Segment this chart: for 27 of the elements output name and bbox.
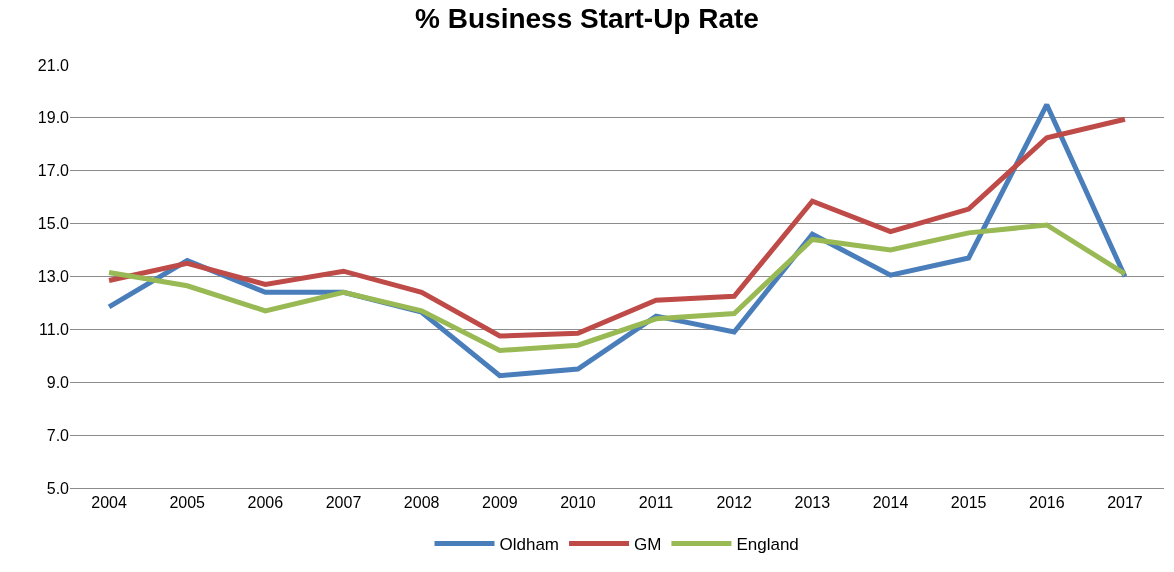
legend-label: GM: [634, 535, 662, 555]
y-tick-label: 5.0: [46, 479, 70, 497]
x-tick-label: 2009: [481, 494, 518, 512]
y-tick-label: 17.0: [37, 162, 70, 180]
y-tick-label: 13.0: [37, 268, 70, 286]
y-tick-label: 11.0: [39, 320, 70, 338]
x-tick-label: 2013: [794, 494, 831, 512]
chart-title: % Business Start-Up Rate: [415, 3, 759, 35]
x-tick-label: 2005: [169, 494, 206, 512]
x-tick-label: 2016: [1028, 494, 1065, 512]
x-tick-label: 2011: [638, 494, 674, 512]
y-tick-label: 7.0: [46, 426, 70, 444]
legend-label: England: [736, 535, 799, 555]
y-tick-label: 9.0: [46, 373, 70, 391]
x-tick-label: 2010: [560, 494, 596, 512]
x-tick-label: 2014: [872, 494, 909, 512]
x-tick-label: 2017: [1107, 494, 1143, 512]
x-tick-label: 2004: [91, 494, 127, 512]
legend-label: Oldham: [499, 535, 560, 555]
x-tick-label: 2007: [325, 494, 362, 512]
x-tick-label: 2012: [716, 494, 753, 512]
x-tick-label: 2006: [247, 494, 284, 512]
y-tick-label: 19.0: [37, 109, 70, 127]
y-tick-label: 21.0: [37, 56, 70, 74]
y-tick-label: 15.0: [37, 215, 70, 233]
x-tick-label: 2008: [403, 494, 440, 512]
x-tick-label: 2015: [950, 494, 987, 512]
